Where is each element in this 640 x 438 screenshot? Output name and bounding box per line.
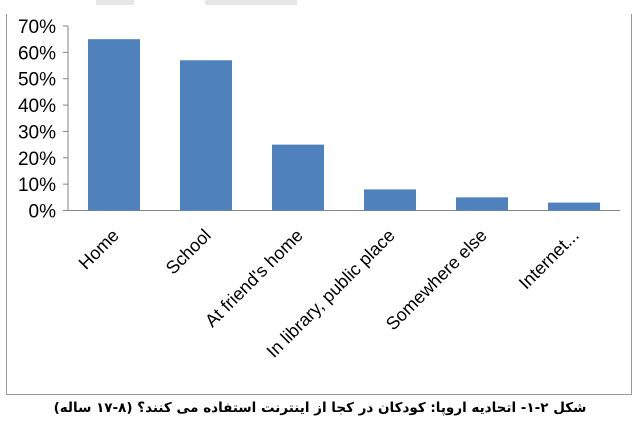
chart-frame (6, 14, 632, 395)
figure-caption: شکل ۲-۱- اتحادیه اروپا: کودکان در کجا از… (53, 400, 587, 416)
y-tick-label: 0% (29, 202, 57, 223)
bar-5 (548, 202, 600, 211)
bar-3 (364, 189, 416, 211)
category-label-1: School (162, 225, 215, 278)
category-label-2: At friend's home (201, 225, 307, 331)
bar-2 (272, 144, 324, 211)
bar-0 (88, 39, 140, 211)
y-tick-label: 60% (18, 43, 56, 64)
axes (67, 26, 620, 211)
y-axis-tick-labels: 0% 10% 20% 30% 40% 50% 60% 70% (18, 17, 68, 223)
top-edge-marks (96, 0, 297, 5)
y-tick-label: 30% (18, 122, 56, 143)
category-label-4: Somewhere else (382, 225, 491, 334)
y-tick-label: 50% (18, 70, 56, 91)
bars (88, 39, 600, 211)
y-tick-label: 10% (18, 175, 56, 196)
category-label-0: Home (75, 225, 123, 273)
y-tick-label: 20% (18, 149, 56, 170)
y-tick-label: 70% (18, 17, 56, 38)
category-label-5: Internet... (515, 225, 583, 293)
bar-4 (456, 197, 508, 211)
y-tick-label: 40% (18, 96, 56, 117)
bar-1 (180, 60, 232, 211)
